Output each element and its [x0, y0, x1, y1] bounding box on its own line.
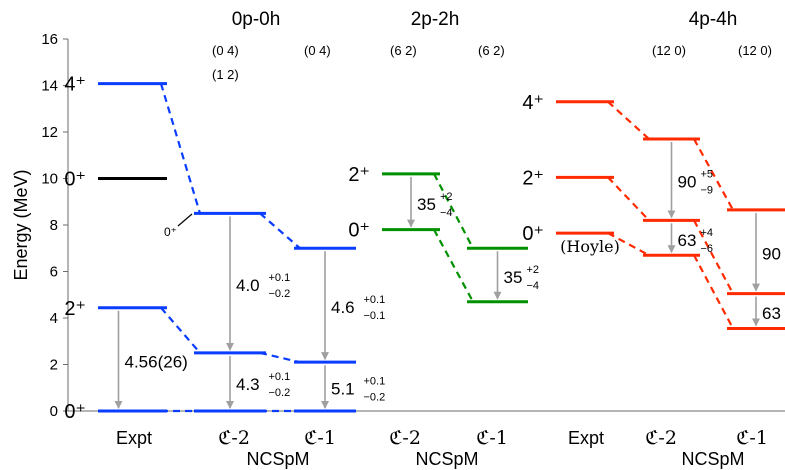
column-label: Expt [116, 428, 152, 448]
connector-red [607, 176, 650, 222]
irrep-label: (6 2) [390, 43, 417, 58]
transition-minus: −9 [701, 185, 714, 197]
connector-red [607, 232, 650, 257]
transition-minus: −0.2 [269, 387, 291, 399]
sublabel: NCSpM [415, 449, 478, 469]
transition-value: 4.3 [236, 375, 260, 394]
transition-value: 63 [762, 304, 781, 323]
y-axis-title: Energy (MeV) [11, 169, 31, 280]
connector-blue [259, 351, 301, 364]
spin-pointer [177, 213, 193, 227]
transition-value: 35 [504, 268, 523, 287]
transition-minus: −0.2 [364, 392, 386, 404]
y-tick-label: 2 [50, 357, 58, 374]
y-tick-label: 10 [41, 171, 58, 188]
group-title: 4p-4h [689, 9, 738, 30]
connector-red [693, 254, 734, 329]
irrep-label: (6 2) [478, 43, 505, 58]
transition-value: 5.1 [331, 380, 355, 399]
connector-layer [159, 83, 734, 413]
spin-label: 4⁺ [522, 92, 544, 114]
transition-value: 4.6 [331, 298, 355, 317]
transition-plus: +0.1 [269, 371, 291, 383]
transition-value: 4.0 [236, 276, 260, 295]
connector-blue [159, 83, 202, 214]
y-tick-label: 6 [50, 264, 58, 281]
label-layer: 0 2 4 6 8 10 12 14 16 Energy (MeV) 0p-0h 2p-2h 4p-4h… [11, 9, 781, 469]
transition-minus: −4 [527, 280, 540, 292]
sublabel: NCSpM [681, 449, 744, 469]
connector-red [607, 100, 650, 140]
transition-layer [114, 141, 760, 409]
y-tick-label: 4 [50, 310, 58, 327]
irrep-label: (12 0) [652, 43, 686, 58]
transition-value: 90 [762, 245, 781, 264]
irrep-label: (1 2) [212, 67, 239, 82]
spin-label: 0⁺ [64, 401, 86, 423]
transition-minus: −4 [440, 207, 453, 219]
spin-label: 2⁺ [348, 164, 370, 186]
transition-plus: +0.1 [364, 294, 386, 306]
column-label: Expt [568, 428, 604, 448]
irrep-label: (0 4) [304, 43, 331, 58]
column-label: ℭ-2 [218, 427, 250, 449]
transition-value: 63 [678, 231, 697, 250]
connector-blue [160, 307, 201, 354]
group-title: 0p-0h [232, 9, 281, 30]
y-tick-label: 0 [50, 403, 58, 420]
transition-minus: −0.1 [364, 310, 386, 322]
spin-label: 0⁺ [522, 223, 544, 245]
sublabel: NCSpM [246, 449, 309, 469]
connector-green [433, 229, 474, 303]
irrep-label: (12 0) [738, 43, 772, 58]
transition-minus: −0.2 [269, 288, 291, 300]
transition-value: 4.56(26) [125, 352, 188, 371]
transition-value: 35 [417, 195, 436, 214]
y-tick-label: 12 [41, 124, 58, 141]
y-tick-label: 8 [50, 217, 58, 234]
spin-label: 4⁺ [64, 74, 86, 96]
column-label: ℭ-2 [645, 427, 677, 449]
transition-plus: +2 [440, 191, 453, 203]
transition-plus: +0.1 [269, 272, 291, 284]
column-label: ℭ-1 [304, 427, 336, 449]
hoyle-label: (Hoyle) [560, 237, 620, 256]
transition-plus: +2 [527, 264, 540, 276]
level-layer [98, 82, 785, 413]
connector-green [433, 173, 474, 249]
transition-plus: +0.1 [364, 376, 386, 388]
column-label: ℭ-1 [736, 427, 768, 449]
transition-plus: +4 [701, 227, 714, 239]
spin-label: 0⁺ [64, 169, 86, 191]
irrep-label: (0 4) [212, 43, 239, 58]
connector-red [693, 219, 734, 295]
spin-label: 0⁺ [164, 225, 177, 239]
transition-minus: −6 [701, 243, 714, 255]
column-label: ℭ-1 [476, 427, 508, 449]
spin-label: 2⁺ [522, 167, 544, 189]
group-title: 2p-2h [411, 9, 460, 30]
y-tick-label: 16 [41, 31, 58, 48]
connector-blue [259, 212, 301, 250]
spin-label: 0⁺ [348, 220, 370, 242]
transition-plus: +5 [701, 169, 714, 181]
column-label: ℭ-2 [389, 427, 421, 449]
spin-label: 2⁺ [64, 298, 86, 320]
connector-red [693, 138, 734, 211]
transition-value: 90 [678, 173, 697, 192]
y-tick-label: 14 [41, 78, 58, 95]
